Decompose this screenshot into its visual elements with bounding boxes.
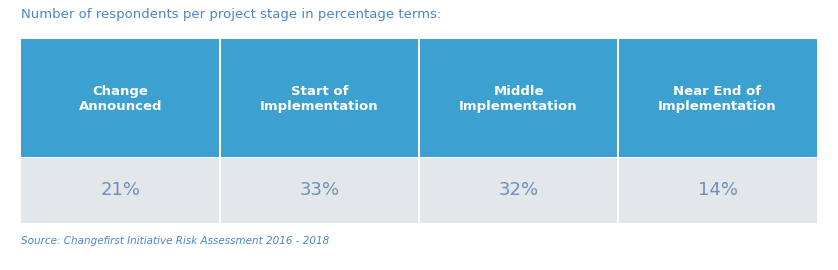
Text: 14%: 14% [697, 181, 737, 199]
Bar [21, 157, 817, 158]
Text: Source: Changefirst Initiative Risk Assessment 2016 - 2018: Source: Changefirst Initiative Risk Asse… [21, 236, 329, 246]
Text: 21%: 21% [101, 181, 141, 199]
Bar [417, 39, 420, 223]
Text: Near End of
Implementation: Near End of Implementation [658, 85, 777, 113]
Text: Change
Announced: Change Announced [79, 85, 163, 113]
Text: 33%: 33% [299, 181, 339, 199]
Text: Start of
Implementation: Start of Implementation [260, 85, 379, 113]
Text: 32%: 32% [499, 181, 539, 199]
Text: Number of respondents per project stage in percentage terms:: Number of respondents per project stage … [21, 8, 441, 21]
Bar [21, 158, 817, 223]
Text: Middle
Implementation: Middle Implementation [459, 85, 578, 113]
Bar [21, 39, 817, 158]
Bar [617, 39, 619, 223]
Bar [219, 39, 221, 223]
